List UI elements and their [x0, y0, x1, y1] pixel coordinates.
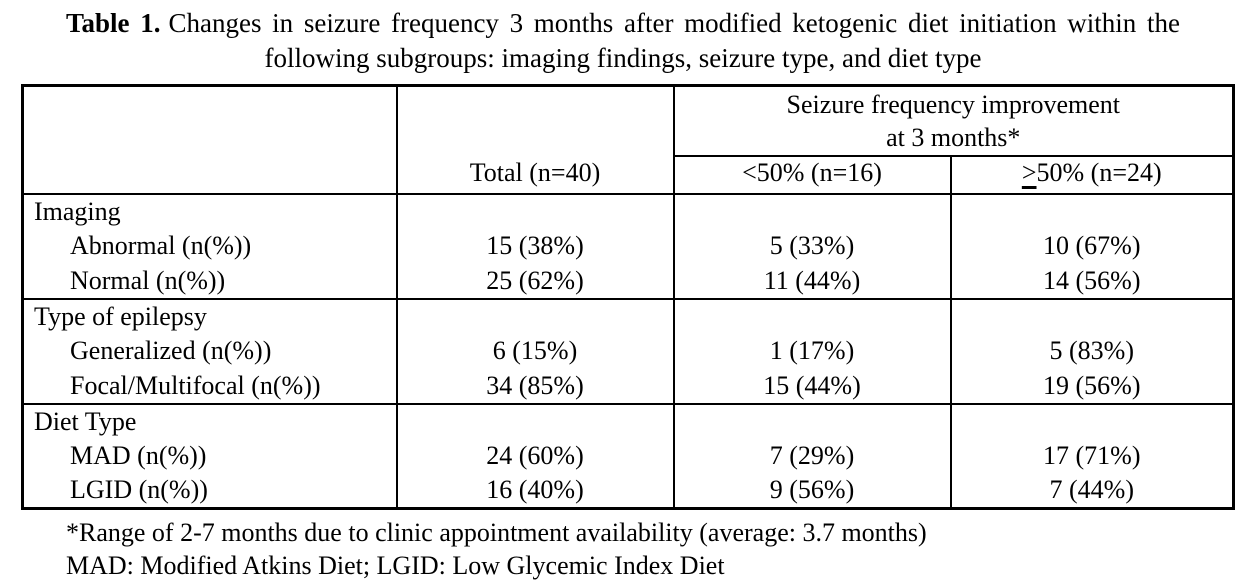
section-header-row: Type of epilepsy [21, 297, 1235, 334]
table-row: MAD (n(%)) 24 (60%) 7 (29%) 17 (71%) [21, 438, 1235, 474]
row-label: Focal/Multifocal (n(%)) [21, 368, 398, 404]
cell-lt50: 1 (17%) [672, 333, 952, 369]
col-group-header-line2: at 3 months* [886, 122, 1021, 152]
empty-cell [672, 297, 952, 334]
col-header-lt50: <50% (n=16) [672, 155, 952, 194]
cell-ge50: 19 (56%) [949, 368, 1235, 404]
geq-sign: > [1021, 157, 1037, 187]
col-header-ge50-text: 50% (n=24) [1036, 157, 1162, 187]
empty-cell [672, 402, 952, 439]
table-caption-number: Table 1. [66, 8, 161, 38]
row-label: MAD (n(%)) [21, 438, 398, 474]
col-group-header: Seizure frequency improvement at 3 month… [672, 85, 1235, 157]
row-label: LGID (n(%)) [21, 473, 398, 509]
section-header-row: Imaging [21, 192, 1235, 229]
header-row-subcolumns: <50% (n=16) >50% (n=24) [23, 155, 1235, 194]
empty-cell [672, 192, 952, 229]
section-header-row: Diet Type [21, 402, 1235, 439]
cell-lt50: 7 (29%) [672, 438, 952, 474]
footnote-abbreviations: MAD: Modified Atkins Diet; LGID: Low Gly… [66, 551, 725, 580]
row-label: Generalized (n(%)) [21, 333, 398, 369]
cell-total: 16 (40%) [395, 473, 675, 509]
empty-cell [949, 297, 1235, 334]
col-header-total: Total (n=40) [395, 85, 675, 194]
table-row: Generalized (n(%)) 6 (15%) 1 (17%) 5 (83… [21, 333, 1235, 369]
corner-cell [21, 85, 398, 194]
table-row: Normal (n(%)) 25 (62%) 11 (44%) 14 (56%) [21, 263, 1235, 299]
empty-cell [949, 192, 1235, 229]
table-caption: Table 1. Changes in seizure frequency 3 m… [66, 6, 1180, 76]
cell-ge50: 7 (44%) [949, 473, 1235, 509]
empty-cell [395, 192, 675, 229]
row-label: Abnormal (n(%)) [21, 228, 398, 264]
empty-cell [395, 402, 675, 439]
cell-total: 25 (62%) [395, 263, 675, 299]
table-row: Abnormal (n(%)) 15 (38%) 5 (33%) 10 (67%… [21, 228, 1235, 264]
section-header-diet-type: Diet Type [21, 402, 398, 439]
section-header-epilepsy-type: Type of epilepsy [21, 297, 398, 334]
cell-total: 34 (85%) [395, 368, 675, 404]
cell-ge50: 17 (71%) [949, 438, 1235, 474]
empty-cell [949, 402, 1235, 439]
cell-ge50: 5 (83%) [949, 333, 1235, 369]
empty-cell [395, 297, 675, 334]
table-row: Focal/Multifocal (n(%)) 34 (85%) 15 (44%… [21, 368, 1235, 404]
cell-total: 24 (60%) [395, 438, 675, 474]
cell-ge50: 14 (56%) [949, 263, 1235, 299]
table-caption-text: Changes in seizure frequency 3 months af… [168, 8, 1180, 73]
col-header-ge50: >50% (n=24) [949, 155, 1235, 194]
seizure-frequency-table: Total (n=40) Seizure frequency improveme… [21, 84, 1235, 510]
cell-total: 15 (38%) [395, 228, 675, 264]
cell-lt50: 15 (44%) [672, 368, 952, 404]
table-row: LGID (n(%)) 16 (40%) 9 (56%) 7 (44%) [21, 473, 1235, 509]
section-header-imaging: Imaging [21, 192, 398, 229]
header-row-group: Total (n=40) Seizure frequency improveme… [21, 85, 1235, 194]
footnotes: *Range of 2-7 months due to clinic appoi… [66, 516, 1230, 582]
cell-lt50: 11 (44%) [672, 263, 952, 299]
footnote-range: *Range of 2-7 months due to clinic appoi… [66, 518, 927, 547]
cell-ge50: 10 (67%) [949, 228, 1235, 264]
cell-total: 6 (15%) [395, 333, 675, 369]
row-label: Normal (n(%)) [21, 263, 398, 299]
cell-lt50: 9 (56%) [672, 473, 952, 509]
col-group-header-line1: Seizure frequency improvement [786, 89, 1121, 119]
cell-lt50: 5 (33%) [672, 228, 952, 264]
